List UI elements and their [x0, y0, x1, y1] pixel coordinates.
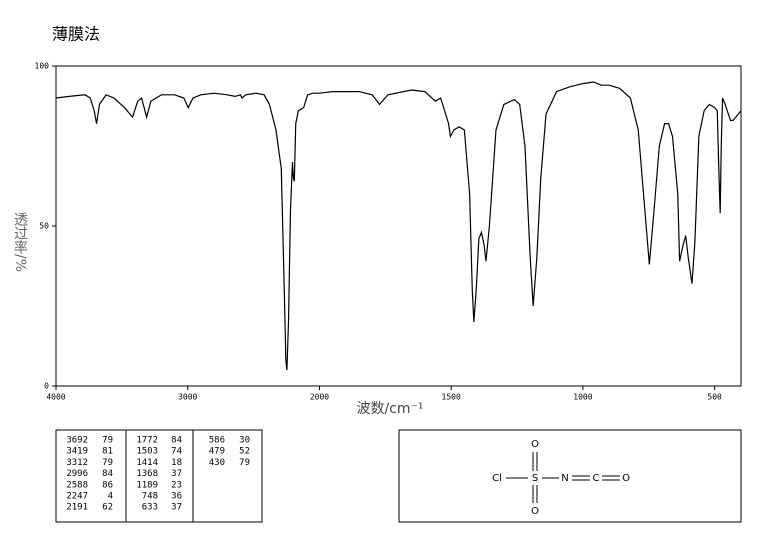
peak-wavenumber: 1368 [136, 469, 158, 479]
peak-wavenumber: 430 [209, 458, 225, 468]
x-tick-label: 2000 [310, 393, 329, 402]
chart-title: 薄膜法 [52, 25, 100, 44]
atom-label: S [532, 473, 538, 484]
peak-wavenumber: 2191 [66, 503, 88, 513]
x-tick-label: 4000 [46, 393, 65, 402]
y-tick-label: 50 [39, 222, 49, 231]
y-axis-label: 透过率/% [12, 212, 28, 272]
structure-frame [398, 429, 742, 523]
atom-label: O [531, 506, 539, 517]
peak-transmittance: 30 [239, 436, 250, 446]
peak-transmittance: 23 [171, 480, 182, 490]
peak-transmittance: 37 [171, 503, 182, 513]
peak-wavenumber: 2247 [66, 492, 88, 502]
peak-wavenumber: 1189 [136, 480, 158, 490]
peak-wavenumber: 2996 [66, 469, 88, 479]
peak-transmittance: 74 [171, 447, 182, 457]
y-tick-label: 100 [35, 62, 50, 71]
x-axis-label: 波数/cm⁻¹ [356, 401, 423, 417]
peak-transmittance: 52 [239, 447, 250, 457]
peak-wavenumber: 1503 [136, 447, 158, 457]
peak-transmittance: 84 [102, 469, 113, 479]
peak-table-frame [55, 429, 263, 523]
atom-label: Cl [492, 473, 502, 484]
x-tick-label: 500 [707, 393, 722, 402]
peak-transmittance: 37 [171, 469, 182, 479]
x-tick-label: 1500 [442, 393, 461, 402]
y-tick-label: 0 [44, 382, 49, 391]
spectrum-line [55, 81, 742, 371]
peak-wavenumber: 3692 [66, 436, 88, 446]
atom-label: O [622, 473, 630, 484]
plot-frame [55, 65, 742, 387]
peak-transmittance: 36 [171, 492, 182, 502]
peak-transmittance: 4 [108, 492, 113, 502]
peak-wavenumber: 3312 [66, 458, 88, 468]
peak-wavenumber: 748 [142, 492, 158, 502]
peak-wavenumber: 586 [209, 436, 225, 446]
peak-transmittance: 79 [102, 458, 113, 468]
peak-transmittance: 18 [171, 458, 182, 468]
peak-transmittance: 79 [239, 458, 250, 468]
peak-transmittance: 86 [102, 480, 113, 490]
atom-label: O [531, 439, 539, 450]
atom-label: N [561, 473, 568, 484]
peak-transmittance: 84 [171, 436, 182, 446]
x-tick-label: 1000 [573, 393, 592, 402]
peak-wavenumber: 3419 [66, 447, 88, 457]
peak-wavenumber: 1772 [136, 436, 158, 446]
peak-wavenumber: 633 [142, 503, 158, 513]
peak-wavenumber: 2588 [66, 480, 88, 490]
x-tick-label: 3000 [178, 393, 197, 402]
atom-label: C [593, 473, 600, 484]
bonds [506, 452, 620, 503]
peak-transmittance: 62 [102, 503, 113, 513]
peak-transmittance: 79 [102, 436, 113, 446]
peak-wavenumber: 479 [209, 447, 225, 457]
peak-wavenumber: 1414 [136, 458, 158, 468]
peak-transmittance: 81 [102, 447, 113, 457]
